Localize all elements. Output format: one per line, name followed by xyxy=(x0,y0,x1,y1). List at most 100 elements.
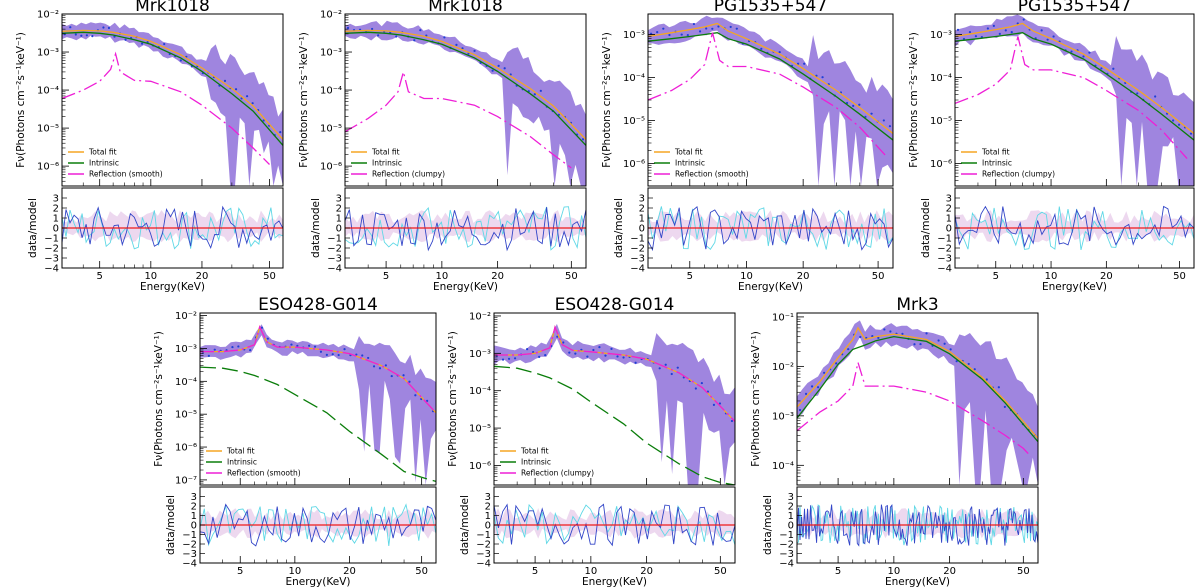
data-point xyxy=(810,385,814,388)
uncertainty-band xyxy=(494,323,735,485)
data-point xyxy=(943,342,946,345)
data-point xyxy=(717,25,720,28)
data-point xyxy=(919,342,922,346)
ratio-tick-label: 2 xyxy=(946,204,952,215)
spectrum-plot xyxy=(797,320,1038,485)
data-point xyxy=(539,89,542,92)
residual-line xyxy=(62,207,283,250)
ratio-tick-label: 3 xyxy=(191,492,197,503)
data-point xyxy=(290,343,293,346)
data-point xyxy=(568,351,571,354)
series-total-fit xyxy=(797,326,1038,439)
legend: Total fit Intrinsic Reflection (smooth) xyxy=(206,447,301,478)
series-reflection xyxy=(797,359,1032,458)
ratio-axis-label: data/model xyxy=(459,495,471,555)
data-point xyxy=(337,353,340,357)
x-tick-label: 20 xyxy=(797,271,810,282)
data-point xyxy=(656,31,659,34)
y-tick-label: 10⁻³ xyxy=(623,30,645,41)
data-point xyxy=(1112,67,1115,70)
ratio-tick-label: 1 xyxy=(336,214,342,225)
data-point xyxy=(124,38,127,41)
x-tick-label: 50 xyxy=(1173,271,1186,282)
data-point xyxy=(1010,31,1013,34)
y-tick-label: 10⁻² xyxy=(772,362,794,373)
data-point xyxy=(847,348,850,351)
ratio-tick-label: −2 xyxy=(779,540,794,551)
data-point xyxy=(1100,67,1103,70)
spectrum-plot xyxy=(955,14,1194,186)
y-axis-label: Fν(Photons cm⁻²s⁻¹keV⁻¹) xyxy=(15,32,27,168)
y-tick-label: 10⁻⁶ xyxy=(623,159,645,170)
uncertainty-band xyxy=(345,20,586,186)
data-point xyxy=(823,371,826,374)
ratio-tick-label: 2 xyxy=(191,502,197,513)
series-intrinsic xyxy=(797,335,1038,443)
data-point xyxy=(821,76,824,79)
data-point xyxy=(402,374,405,377)
y-axis-label: Fν(Photons cm⁻²s⁻¹keV⁻¹) xyxy=(601,32,613,168)
x-tick-label: 5 xyxy=(993,271,999,282)
x-tick-label: 20 xyxy=(640,566,653,577)
data-point xyxy=(883,328,886,331)
data-point xyxy=(610,347,613,350)
legend-label: Reflection (smooth) xyxy=(675,170,749,179)
data-point xyxy=(925,332,928,335)
data-point xyxy=(662,27,665,30)
x-tick-label: 20 xyxy=(1100,271,1113,282)
data-point xyxy=(1177,123,1181,126)
data-point xyxy=(658,367,661,370)
data-point xyxy=(313,345,317,348)
y-tick-label: 10⁻⁵ xyxy=(930,116,952,127)
ratio-tick-label: 1 xyxy=(485,511,491,522)
data-point xyxy=(80,34,83,37)
x-axis-label: Energy(KeV) xyxy=(433,281,498,293)
spectrum-frame xyxy=(796,312,1039,486)
data-point xyxy=(532,350,535,354)
panel-5: ESO428-G01410⁻²10⁻³10⁻⁴10⁻⁵10⁻⁶10⁻⁷−4−3−… xyxy=(153,295,437,588)
data-point xyxy=(798,408,802,412)
x-tick-label: 50 xyxy=(565,271,578,282)
ratio-tick-label: −3 xyxy=(937,254,952,265)
data-point xyxy=(231,345,234,349)
ratio-tick-label: −2 xyxy=(327,244,342,255)
ratio-tick-label: 2 xyxy=(485,502,491,513)
legend-label: Total fit xyxy=(371,148,400,157)
x-tick-label: 10 xyxy=(1045,271,1058,282)
legend-label: Intrinsic xyxy=(227,458,257,467)
data-point xyxy=(1040,29,1043,32)
ratio-tick-label: −2 xyxy=(44,244,59,255)
x-axis-label: Energy(KeV) xyxy=(140,281,205,293)
data-point xyxy=(973,368,976,371)
y-tick-label: 10⁻⁴ xyxy=(320,86,342,97)
data-point xyxy=(986,27,989,30)
data-point xyxy=(712,403,716,406)
x-tick-label: 50 xyxy=(263,271,276,282)
legend-label: Reflection (clumpy) xyxy=(521,469,594,478)
data-point xyxy=(803,62,806,65)
ratio-tick-label: −3 xyxy=(476,549,491,560)
data-point xyxy=(616,355,619,358)
x-tick-label: 10 xyxy=(435,271,448,282)
data-point xyxy=(526,348,529,351)
data-point xyxy=(251,102,254,105)
data-point xyxy=(592,348,595,352)
y-tick-label: 10⁻⁶ xyxy=(37,162,59,173)
x-axis-label: Energy(KeV) xyxy=(286,576,351,588)
data-point xyxy=(888,125,892,128)
series-total-fit xyxy=(345,29,586,140)
data-point xyxy=(102,26,105,29)
y-tick-label: 10⁻⁵ xyxy=(469,424,491,435)
ratio-tick-label: −1 xyxy=(476,530,491,541)
ratio-tick-label: 3 xyxy=(336,194,342,205)
residual-band xyxy=(345,210,586,243)
spectrum-plot xyxy=(62,22,283,186)
data-point xyxy=(262,119,265,122)
ratio-tick-label: 3 xyxy=(639,194,645,205)
x-tick-label: 50 xyxy=(1017,566,1030,577)
data-point xyxy=(85,34,88,37)
series-intrinsic xyxy=(345,31,586,146)
series-intrinsic xyxy=(494,365,735,485)
ratio-tick-label: −4 xyxy=(779,559,794,570)
